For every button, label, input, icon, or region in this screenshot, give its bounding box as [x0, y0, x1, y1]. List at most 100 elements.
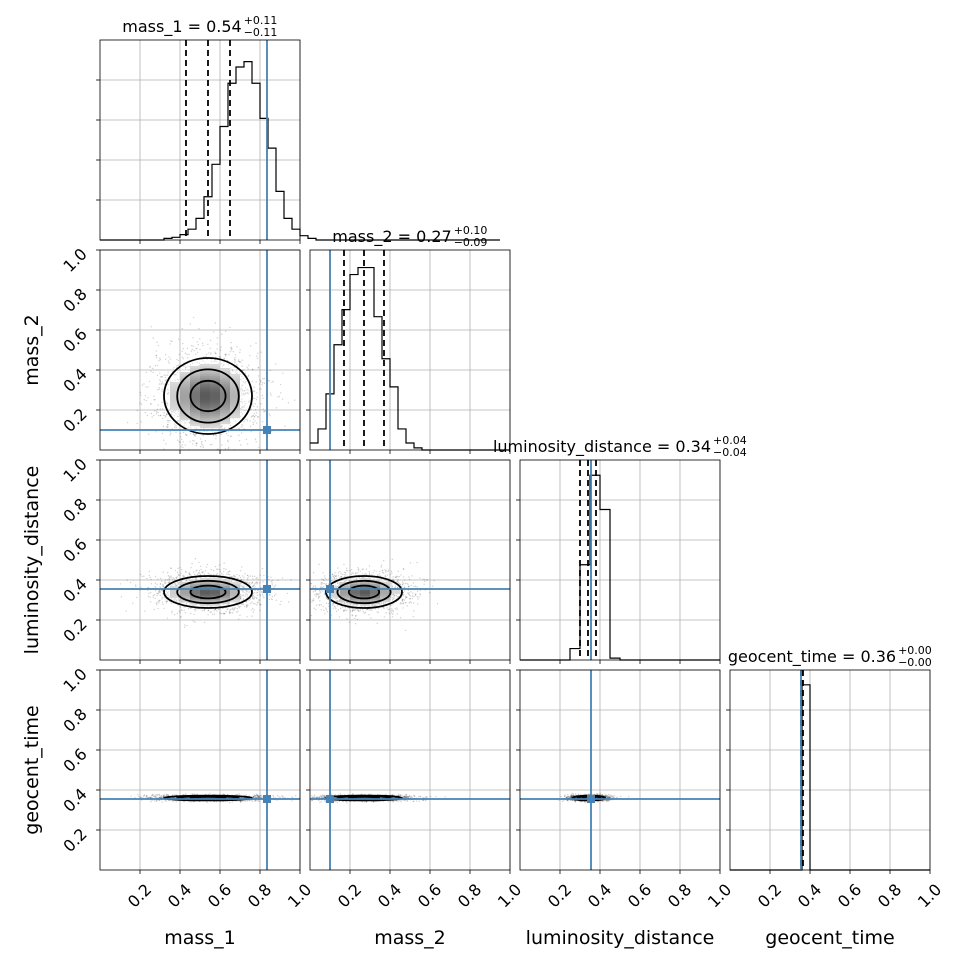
scatter-point	[243, 406, 245, 409]
scatter-point	[230, 435, 233, 437]
scatter-point	[372, 572, 374, 574]
scatter-point	[345, 574, 347, 576]
scatter-point	[183, 626, 186, 628]
scatter-point	[167, 360, 170, 362]
scatter-point	[312, 585, 315, 587]
scatter-point	[119, 583, 122, 585]
scatter-point	[191, 562, 193, 565]
scatter-point	[270, 394, 272, 396]
scatter-point	[161, 596, 163, 598]
scatter-point	[219, 568, 221, 571]
scatter-point	[246, 577, 249, 579]
scatter-point	[166, 572, 169, 574]
scatter-point	[157, 578, 159, 580]
scatter-point	[273, 585, 276, 587]
scatter-point	[225, 610, 227, 613]
scatter-point	[246, 388, 248, 391]
scatter-point	[204, 440, 207, 442]
scatter-point	[129, 581, 132, 584]
scatter-point	[169, 358, 172, 360]
scatter-point	[280, 600, 282, 603]
scatter-point	[195, 353, 197, 355]
scatter-point	[163, 374, 165, 376]
scatter-point	[416, 586, 418, 588]
scatter-point	[268, 380, 270, 382]
scatter-point	[325, 602, 328, 604]
scatter-point	[218, 564, 221, 566]
scatter-point	[382, 559, 385, 562]
scatter-point	[177, 369, 179, 372]
scatter-point	[217, 568, 219, 570]
scatter-point	[231, 612, 234, 614]
scatter-point	[252, 603, 255, 605]
scatter-point	[207, 343, 209, 346]
scatter-point	[257, 415, 259, 418]
scatter-point	[287, 402, 290, 404]
scatter-point	[361, 608, 364, 611]
scatter-point	[414, 585, 417, 588]
scatter-point	[168, 576, 170, 578]
scatter-point	[152, 371, 154, 374]
scatter-point	[323, 575, 326, 577]
scatter-point	[155, 412, 158, 415]
scatter-point	[194, 573, 196, 576]
scatter-point	[408, 578, 411, 581]
scatter-point	[259, 586, 262, 589]
scatter-point	[173, 578, 176, 580]
scatter-point	[222, 364, 225, 366]
scatter-point	[179, 574, 181, 577]
scatter-point	[253, 405, 255, 408]
scatter-point	[148, 433, 150, 435]
scatter-point	[243, 576, 245, 579]
scatter-point	[272, 380, 274, 383]
scatter-point	[433, 579, 435, 582]
scatter-point	[175, 431, 177, 433]
scatter-point	[330, 577, 333, 579]
scatter-point	[181, 350, 183, 352]
scatter-point	[176, 571, 179, 574]
scatter-point	[253, 412, 256, 415]
scatter-point	[255, 342, 257, 345]
scatter-point	[171, 579, 174, 581]
scatter-point	[223, 357, 225, 360]
scatter-point	[390, 612, 393, 614]
scatter-point	[275, 363, 277, 365]
scatter-point	[154, 365, 157, 367]
scatter-point	[200, 568, 202, 571]
scatter-point	[207, 614, 209, 616]
scatter-point	[412, 615, 414, 618]
marginal-panel-mass_1	[96, 39, 500, 244]
scatter-point	[279, 603, 281, 606]
scatter-point	[239, 349, 241, 351]
scatter-point	[258, 446, 260, 448]
scatter-point	[120, 596, 123, 598]
scatter-point	[314, 594, 316, 596]
scatter-point	[162, 425, 165, 428]
scatter-point	[240, 375, 243, 378]
scatter-point	[219, 570, 222, 573]
scatter-point	[403, 593, 405, 596]
scatter-point	[178, 441, 180, 443]
scatter-point	[237, 618, 240, 620]
scatter-point	[208, 573, 211, 576]
scatter-point	[136, 422, 138, 425]
scatter-point	[182, 446, 184, 449]
scatter-point	[209, 611, 211, 613]
scatter-point	[239, 351, 241, 354]
scatter-point	[214, 352, 217, 355]
scatter-point	[263, 377, 265, 380]
scatter-point	[320, 609, 322, 611]
scatter-point	[396, 575, 398, 577]
scatter-point	[423, 578, 426, 581]
scatter-point	[350, 568, 353, 571]
scatter-point	[252, 611, 255, 613]
scatter-point	[175, 426, 177, 429]
scatter-point	[152, 414, 155, 417]
scatter-point	[259, 574, 261, 576]
scatter-point	[186, 624, 188, 627]
scatter-point	[261, 586, 263, 589]
scatter-point	[397, 570, 400, 573]
scatter-point	[210, 568, 213, 571]
scatter-point	[277, 396, 279, 398]
scatter-point	[140, 586, 142, 589]
